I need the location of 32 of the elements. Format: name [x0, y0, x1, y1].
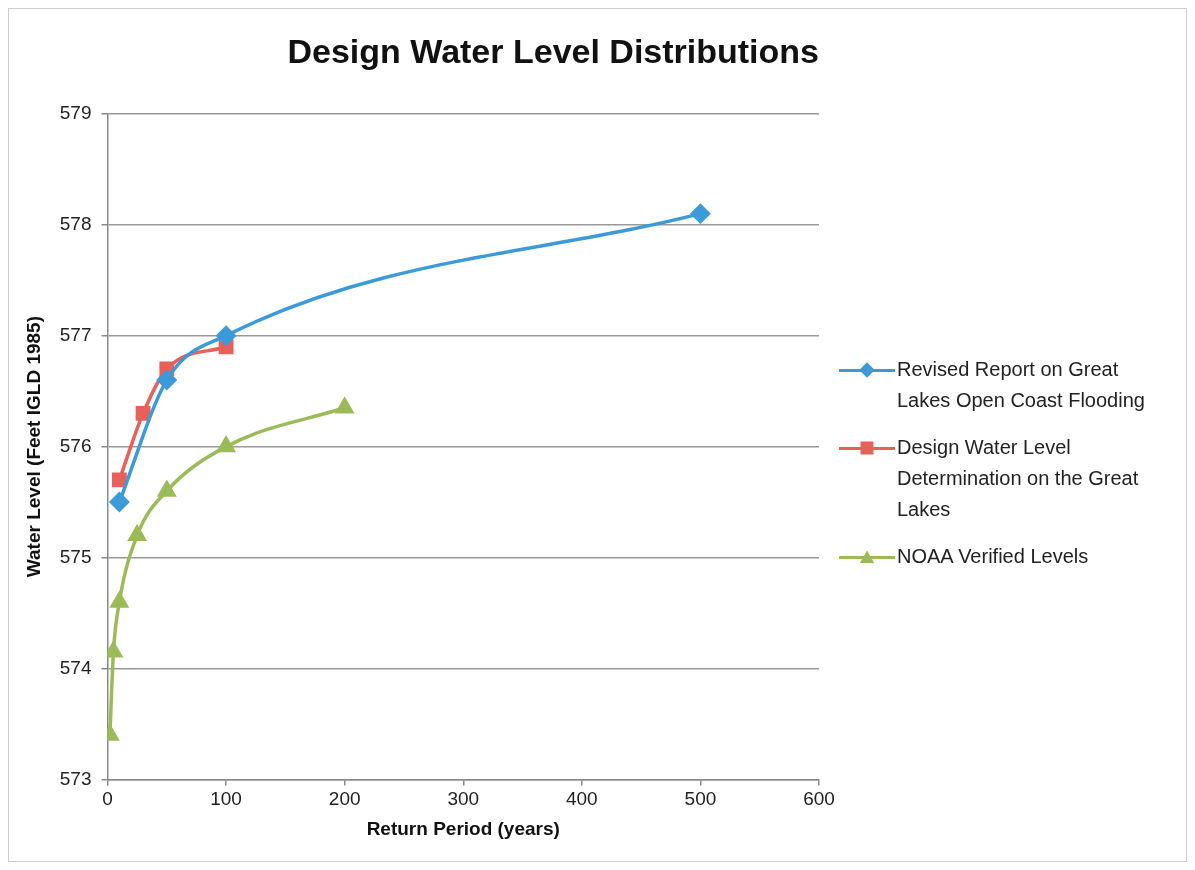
point	[109, 492, 130, 512]
point	[216, 325, 236, 346]
legend-label: Revised Report on Great Lakes Open Coast Flooding	[897, 357, 1146, 413]
x-tick-label: 600	[803, 788, 835, 810]
y-tick-label: 573	[59, 767, 92, 789]
point	[217, 436, 235, 453]
point	[158, 481, 176, 497]
x-tick-label: 100	[210, 788, 242, 810]
y-tick-label: 576	[59, 434, 92, 456]
point	[335, 398, 354, 414]
y-tick-label: 575	[59, 545, 92, 567]
y-tick-label: 578	[59, 212, 92, 234]
legend-label: NOAA Verified Levels	[897, 544, 1089, 569]
y-axis-title: Water Level (Feet IGLD 1985)	[22, 316, 44, 578]
point	[110, 592, 129, 608]
y-tick-label: 574	[59, 656, 92, 678]
legend-label: Design Water Level Determination on the Great Lakes	[897, 435, 1140, 522]
x-tick-label: 400	[565, 788, 598, 810]
x-tick-label: 200	[328, 788, 361, 810]
point	[157, 370, 177, 390]
y-tick-label: 579	[59, 102, 92, 124]
x-tick-label: 500	[684, 788, 717, 810]
y-tick-label: 577	[59, 323, 92, 345]
x-tick-label: 0	[102, 788, 113, 810]
point	[111, 472, 127, 488]
point	[127, 523, 147, 542]
point	[107, 642, 123, 658]
point	[690, 203, 711, 224]
point	[135, 405, 151, 421]
chart-title: Design Water Level Distributions	[287, 31, 819, 70]
x-tick-label: 300	[447, 788, 480, 810]
x-axis-title: Return Period (years)	[366, 817, 560, 839]
